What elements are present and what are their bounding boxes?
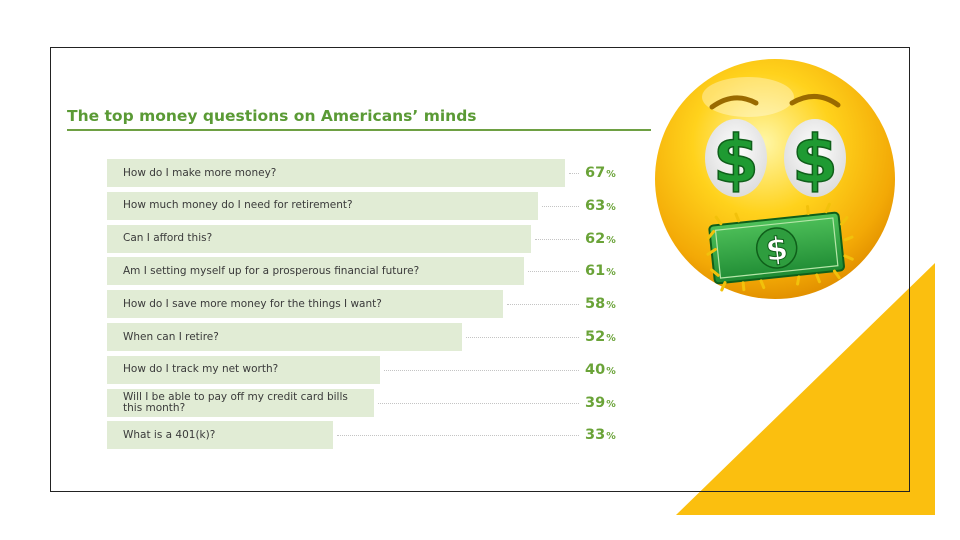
bar-value-number: 40 xyxy=(585,361,606,378)
bar-row: Will I be able to pay off my credit card… xyxy=(107,388,637,417)
bar-value-number: 62 xyxy=(585,230,606,247)
bar-row: When can I retire? 52% xyxy=(107,323,637,351)
bar-leader-line xyxy=(534,238,579,240)
bar-label: Can I afford this? xyxy=(123,232,213,245)
title-underline xyxy=(67,129,651,131)
bar-value-unit: % xyxy=(606,267,616,279)
bar-value-unit: % xyxy=(606,365,616,377)
bar-value-unit: % xyxy=(606,234,616,246)
bar-value-number: 61 xyxy=(585,263,606,280)
bar-value-unit: % xyxy=(606,201,616,213)
bar-value-label: 63% xyxy=(585,198,625,214)
svg-text:$: $ xyxy=(713,121,759,198)
bar-leader-line xyxy=(466,337,579,338)
bar-row: Am I setting myself up for a prosperous … xyxy=(107,257,637,286)
bar-value-label: 58% xyxy=(585,296,625,312)
bar xyxy=(107,388,374,417)
bar-value-unit: % xyxy=(606,333,616,344)
svg-text:$: $ xyxy=(792,121,838,198)
bar-leader-line xyxy=(507,304,579,306)
bar-label: How do I make more money? xyxy=(123,166,277,179)
bar-label: Am I setting myself up for a prosperous … xyxy=(123,264,420,277)
bar-leader-line xyxy=(336,435,579,437)
bar xyxy=(107,290,504,319)
bar-row: What is a 401(k)? 33% xyxy=(107,421,637,450)
bar-value-label: 33% xyxy=(585,427,625,443)
bar-leader-line xyxy=(527,271,579,273)
bar-value-label: 40% xyxy=(585,362,625,378)
bar-leader-line xyxy=(569,173,579,174)
bar-value-label: 39% xyxy=(585,395,625,411)
bar-value-unit: % xyxy=(606,300,616,312)
bar-value-label: 67% xyxy=(585,165,625,181)
bar-value-number: 63 xyxy=(585,197,606,214)
svg-text:$: $ xyxy=(764,229,790,269)
bar xyxy=(107,224,531,253)
bar xyxy=(107,257,524,286)
bar-row: How do I track my net worth? 40% xyxy=(107,355,637,384)
bar-value-number: 52 xyxy=(585,329,606,345)
bar-value-unit: % xyxy=(606,169,616,180)
bar-label: How do I track my net worth? xyxy=(123,363,279,376)
bar-value-unit: % xyxy=(606,431,616,443)
bar-label: Will I be able to pay off my credit card… xyxy=(123,390,348,414)
bar-leader-line xyxy=(541,205,579,207)
money-eyes-emoji-icon: $ $ $ xyxy=(655,59,895,299)
chart-frame xyxy=(50,47,910,492)
bar-row: How much money do I need for retirement?… xyxy=(107,191,637,220)
bar-row: How do I make more money? 67% xyxy=(107,159,637,187)
bar-label: How much money do I need for retirement? xyxy=(123,199,353,212)
bar-value-number: 39 xyxy=(585,394,606,411)
chart-title: The top money questions on Americans’ mi… xyxy=(67,107,477,125)
bar-value-label: 62% xyxy=(585,231,625,247)
bar xyxy=(107,191,538,220)
bar-value-number: 67 xyxy=(585,165,606,181)
bar-label: How do I save more money for the things … xyxy=(123,297,382,310)
bar-value-number: 58 xyxy=(585,296,606,313)
bar-value-unit: % xyxy=(606,398,616,410)
bar-row: How do I save more money for the things … xyxy=(107,290,637,319)
bar xyxy=(107,421,333,450)
bar xyxy=(107,159,565,187)
bar-value-label: 61% xyxy=(585,263,625,279)
bar-leader-line xyxy=(384,369,579,371)
bar-leader-line xyxy=(377,402,579,404)
bar-value-number: 33 xyxy=(585,427,606,444)
bar-label: What is a 401(k)? xyxy=(123,428,216,441)
bar-row: Can I afford this? 62% xyxy=(107,224,637,253)
bar xyxy=(107,323,463,351)
bar-label: When can I retire? xyxy=(123,330,219,343)
bar xyxy=(107,355,381,384)
bar-value-label: 52% xyxy=(585,329,625,345)
